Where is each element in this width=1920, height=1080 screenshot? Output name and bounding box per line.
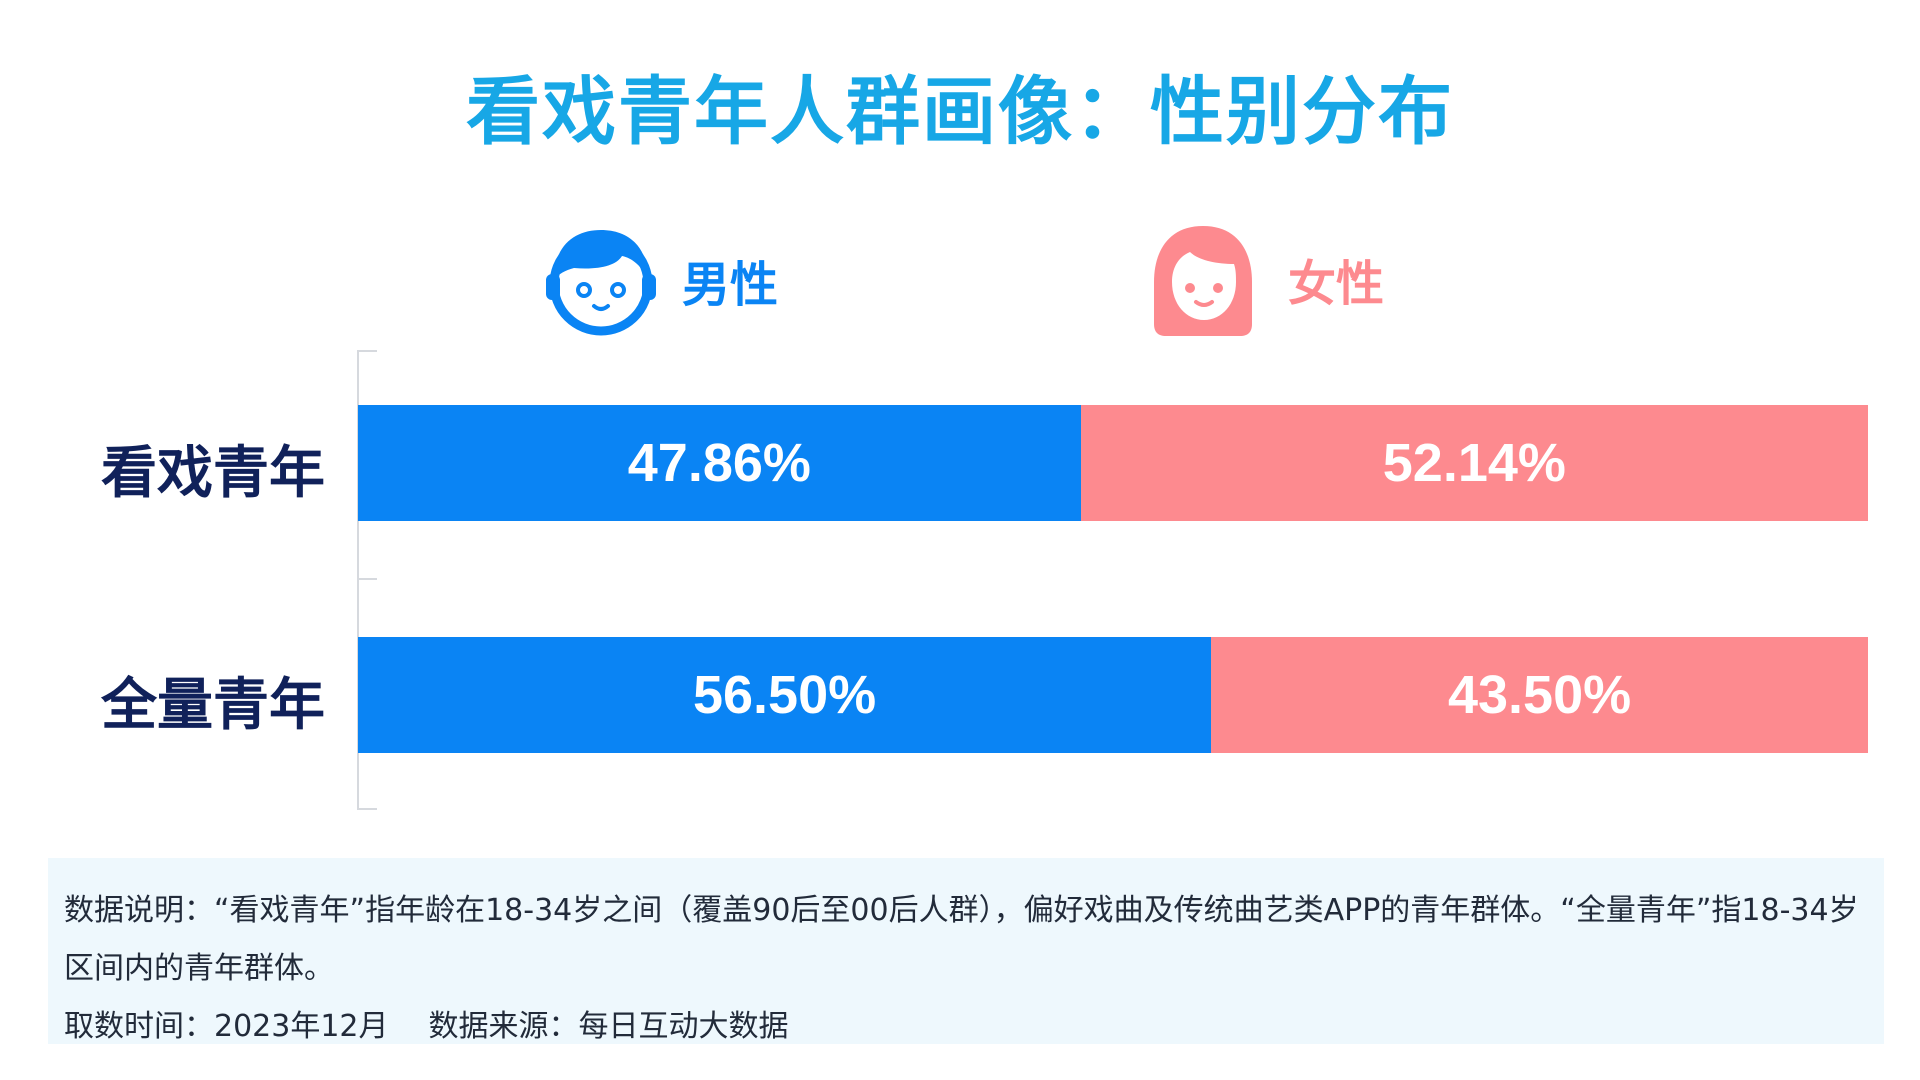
bar-female-0: 52.14% [1080, 405, 1868, 521]
category-label-quanliang: 全量青年 [101, 673, 325, 738]
data-label-male-1: 56.50% [692, 665, 877, 725]
legend-female-label: 女性 [1288, 256, 1385, 312]
chart-title: 看戏青年人群画像：性别分布 [466, 69, 1454, 155]
legend-female: 女性 [1144, 220, 1384, 338]
y-axis-tick [357, 350, 377, 352]
bar-row-1: 56.50% 43.50% [358, 637, 1868, 753]
bar-row-0: 47.86% 52.14% [358, 405, 1868, 521]
boy-face-icon [546, 230, 656, 336]
bar-male-1: 56.50% [358, 637, 1212, 753]
category-label-kanxi: 看戏青年 [101, 441, 325, 506]
y-axis-tick [357, 808, 377, 810]
data-label-female-1: 43.50% [1447, 665, 1632, 725]
girl-face-icon [1154, 226, 1252, 336]
notes-box: 数据说明：“看戏青年”指年龄在18-34岁之间（覆盖90后至00后人群），偏好戏… [48, 858, 1884, 1044]
notes-time: 取数时间：2023年12月 [64, 1009, 389, 1044]
notes-meta: 取数时间：2023年12月 数据来源：每日互动大数据 [64, 998, 1868, 1056]
legend-male-label: 男性 [682, 257, 779, 313]
y-axis-tick [357, 578, 377, 580]
data-label-male-0: 47.86% [627, 433, 811, 493]
data-label-female-0: 52.14% [1382, 433, 1566, 493]
y-axis-line [357, 350, 359, 810]
bar-male-0: 47.86% [358, 405, 1081, 521]
legend-male: 男性 [546, 222, 778, 338]
bar-female-1: 43.50% [1211, 637, 1868, 753]
notes-description: 数据说明：“看戏青年”指年龄在18-34岁之间（覆盖90后至00后人群），偏好戏… [64, 893, 1859, 986]
notes-source: 数据来源：每日互动大数据 [428, 1009, 789, 1044]
